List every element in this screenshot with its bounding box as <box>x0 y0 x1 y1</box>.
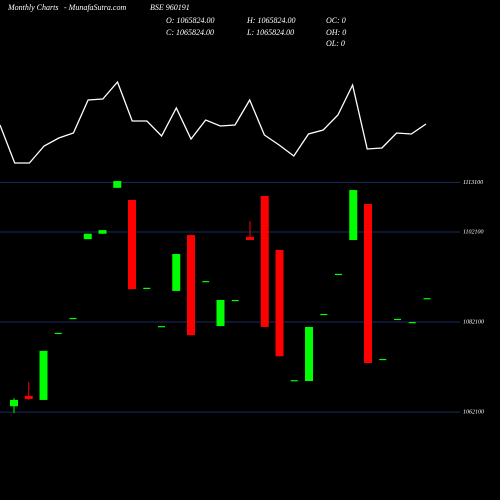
candle-body <box>187 235 195 336</box>
source: - MunafaSutra.com <box>64 3 126 12</box>
candle-body <box>83 233 92 240</box>
ohlc-info: OH: 0 <box>326 28 346 37</box>
candle-body <box>54 332 62 335</box>
candle-body <box>335 273 342 276</box>
candle-body <box>24 395 33 400</box>
ohlc-info: L: 1065824.00 <box>246 28 294 37</box>
candle-body <box>202 281 210 283</box>
site-title: Monthly Charts <box>7 3 58 12</box>
y-tick-label: 1113100 <box>463 180 483 186</box>
ohlc-info: OL: 0 <box>326 39 345 48</box>
candle-body <box>305 326 313 382</box>
candle-body <box>379 358 387 361</box>
candle-body <box>69 317 77 320</box>
candle-body <box>39 350 48 400</box>
candle-body <box>143 287 151 289</box>
ohlc-info: OC: 0 <box>326 16 346 25</box>
candle-body <box>423 298 431 300</box>
ohlc-info: O: 1065824.00 <box>166 16 214 25</box>
candle-body <box>158 326 165 328</box>
candle-body <box>216 299 225 327</box>
y-tick-label: 1062100 <box>463 409 484 415</box>
y-tick-label: 1082100 <box>463 319 484 325</box>
candle-body <box>231 299 239 302</box>
candle-body <box>394 318 401 321</box>
candle-body <box>172 254 181 291</box>
candle-body <box>408 322 416 324</box>
indicator-line <box>0 80 427 164</box>
candle-body <box>290 380 298 382</box>
candle-body <box>260 195 269 327</box>
candle-body <box>320 313 328 316</box>
candle-body <box>98 230 107 234</box>
y-tick-label: 1102100 <box>463 229 484 235</box>
candle-body <box>349 190 358 241</box>
symbol: BSE 960191 <box>150 3 190 12</box>
candle-body <box>364 204 372 364</box>
candle-body <box>113 181 122 188</box>
ohlc-info: C: 1065824.00 <box>166 28 214 37</box>
candle-body <box>246 236 254 241</box>
candle-body <box>10 399 18 407</box>
candle-body <box>128 199 136 290</box>
candle-body <box>275 249 284 357</box>
ohlc-info: H: 1065824.00 <box>246 16 295 25</box>
